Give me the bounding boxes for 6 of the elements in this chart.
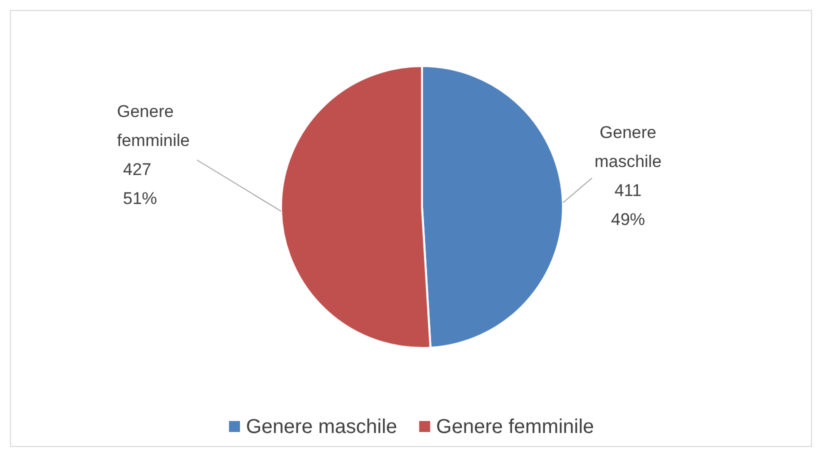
legend-label: Genere femminile [436,416,594,438]
data-label: 427 51% [123,160,158,208]
data-label: 411 49% [610,181,646,229]
legend-label: Genere maschile [246,416,398,438]
slice-label: Genere maschile [594,123,662,171]
slice-label: Genere femminile [117,102,190,150]
